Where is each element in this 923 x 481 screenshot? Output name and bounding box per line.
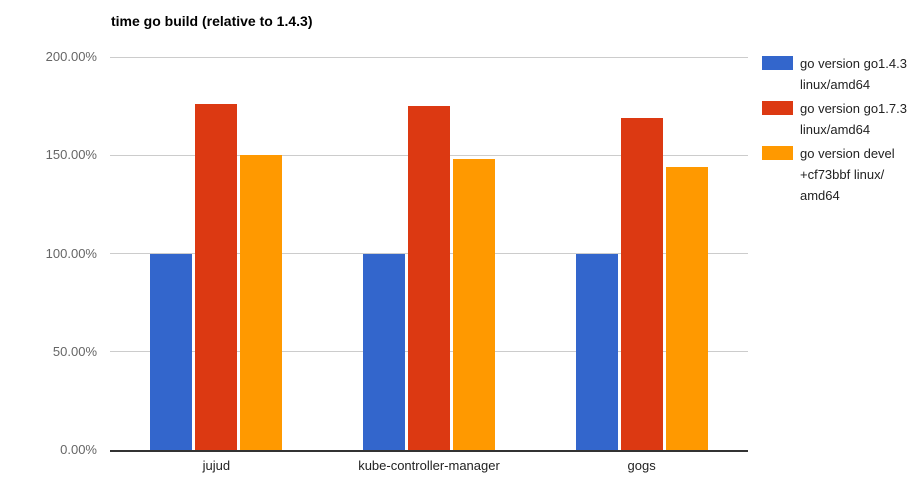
x-axis: jujud kube-controller-manager gogs <box>110 458 748 478</box>
bar-jujud-series-1[interactable] <box>195 104 238 450</box>
legend-item-series-1: go version go1.7.3 linux/amd64 <box>762 98 922 140</box>
bar-jujud-series-2[interactable] <box>240 155 283 450</box>
legend-item-series-2: go version devel +cf73bbf linux/ amd64 <box>762 143 922 206</box>
bar-jujud-series-0[interactable] <box>150 253 193 450</box>
legend-swatch-icon <box>762 101 793 115</box>
legend-item-series-0: go version go1.4.3 linux/amd64 <box>762 53 922 95</box>
bar-gogs-series-1[interactable] <box>620 117 663 450</box>
bar-kube-controller-manager-series-0[interactable] <box>363 253 405 450</box>
x-axis-category-label: kube-controller-manager <box>358 458 500 473</box>
bar-gogs-series-2[interactable] <box>665 167 708 450</box>
bar-gogs-series-0[interactable] <box>575 253 618 450</box>
y-axis-tick-label: 200.00% <box>45 49 97 64</box>
x-axis-category-label: gogs <box>627 458 656 473</box>
chart-title: time go build (relative to 1.4.3) <box>111 13 313 29</box>
y-axis-tick-label: 100.00% <box>45 245 97 261</box>
y-axis-tick-label: 150.00% <box>45 147 97 163</box>
gridline <box>110 56 748 58</box>
legend: go version go1.4.3 linux/amd64 go version… <box>762 53 922 209</box>
x-axis-baseline <box>110 450 748 452</box>
legend-item-label: go version go1.7.3 linux/amd64 <box>800 101 907 137</box>
y-axis-tick-label: 0.00% <box>60 442 97 457</box>
bar-kube-controller-manager-series-1[interactable] <box>408 106 450 450</box>
legend-item-label: go version go1.4.3 linux/amd64 <box>800 56 907 92</box>
legend-swatch-icon <box>762 56 793 70</box>
legend-swatch-icon <box>762 146 793 160</box>
y-axis-tick-label: 50.00% <box>52 343 97 359</box>
plot-area <box>110 56 748 452</box>
x-axis-category-label: jujud <box>202 458 231 473</box>
y-axis: 0.00% 50.00% 100.00% 150.00% 200.00% <box>0 49 100 457</box>
bar-kube-controller-manager-series-2[interactable] <box>453 159 495 450</box>
legend-item-label: go version devel +cf73bbf linux/ amd64 <box>800 146 895 203</box>
